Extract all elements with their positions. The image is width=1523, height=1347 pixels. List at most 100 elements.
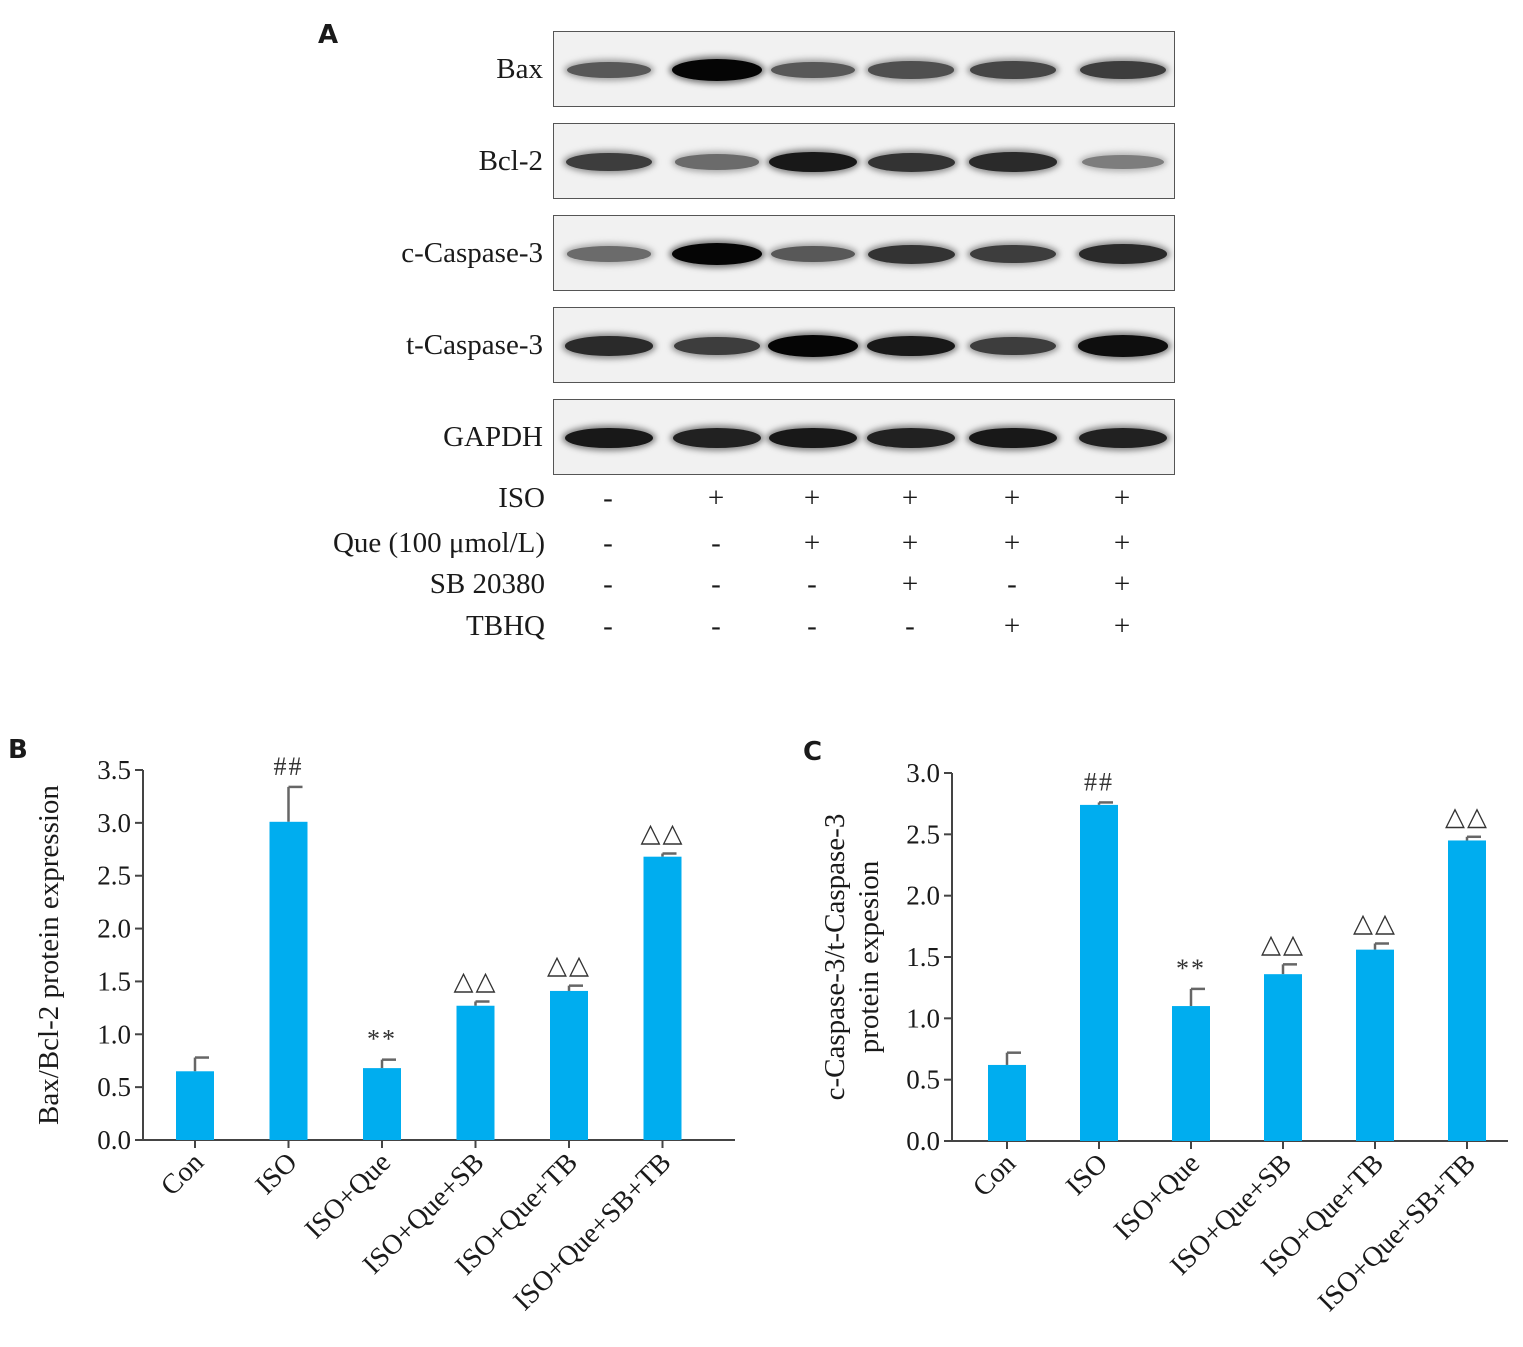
blot-band xyxy=(770,61,856,79)
x-tick-label: ISO+Que+SB+TB xyxy=(1312,1148,1482,1318)
blot-band xyxy=(565,336,653,356)
significance-label: ## xyxy=(274,752,304,781)
y-axis-label: c-Caspase-3/t-Caspase-3 xyxy=(819,814,851,1101)
bar xyxy=(988,1064,1026,1141)
blot-label: Bcl-2 xyxy=(478,145,543,177)
blot-strip xyxy=(553,399,1175,475)
x-tick-label: Con xyxy=(967,1148,1022,1203)
treatment-sign: + xyxy=(1113,568,1131,600)
treatment-label: ISO xyxy=(498,482,545,514)
significance-label: △△ xyxy=(1261,929,1305,958)
blot-band xyxy=(672,59,762,81)
panel-letter-b: B xyxy=(8,735,28,765)
blot-strip xyxy=(553,215,1175,291)
y-tick-label: 3.0 xyxy=(97,808,131,838)
y-tick-label: 2.5 xyxy=(906,819,940,849)
y-tick-label: 1.5 xyxy=(906,942,940,972)
blot-band xyxy=(768,427,858,449)
treatment-sign: - xyxy=(603,610,613,642)
y-tick-label: 1.0 xyxy=(906,1003,940,1033)
treatment-sign: + xyxy=(1003,610,1021,642)
treatment-sign: - xyxy=(807,568,817,600)
significance-label: ** xyxy=(367,1025,397,1054)
blot-label: GAPDH xyxy=(443,421,543,453)
blot-band xyxy=(970,61,1056,79)
bar xyxy=(1356,949,1394,1141)
treatment-sign: + xyxy=(803,527,821,559)
treatment-sign: - xyxy=(711,610,721,642)
blot-band xyxy=(867,244,955,264)
blot-strip xyxy=(553,31,1175,107)
blot-band xyxy=(673,336,761,356)
blot-band xyxy=(968,427,1058,449)
y-tick-label: 0.0 xyxy=(97,1125,131,1155)
panel-letter-a: A xyxy=(318,20,339,50)
blot-band xyxy=(1079,244,1167,264)
treatment-label: Que (100 μmol/L) xyxy=(332,527,545,559)
blot-band xyxy=(565,152,653,172)
blot-band xyxy=(675,154,759,170)
bar xyxy=(643,856,682,1140)
bar xyxy=(1448,840,1486,1141)
blot-band xyxy=(969,152,1057,172)
blot-label: c-Caspase-3 xyxy=(401,237,543,269)
blot-band xyxy=(867,152,955,172)
y-tick-label: 1.5 xyxy=(97,966,131,996)
treatment-sign: + xyxy=(1113,482,1131,514)
significance-label: △△ xyxy=(1445,802,1489,831)
significance-label: △△ xyxy=(641,819,685,848)
significance-label: ## xyxy=(1084,767,1114,796)
x-tick-label: ISO+Que xyxy=(299,1147,397,1245)
panel-letter-c: C xyxy=(803,737,823,767)
bar xyxy=(363,1068,401,1140)
treatment-sign: - xyxy=(711,568,721,600)
bar xyxy=(550,990,588,1140)
x-tick-label: ISO+Que+SB+TB xyxy=(508,1147,678,1317)
bar xyxy=(176,1071,214,1140)
y-tick-label: 0.5 xyxy=(97,1072,131,1102)
x-tick-label: ISO xyxy=(1060,1148,1114,1202)
treatment-sign: + xyxy=(1003,527,1021,559)
y-axis-label: protein expesion xyxy=(853,860,885,1053)
blot-band xyxy=(1081,154,1165,170)
y-axis-label: Bax/Bcl-2 protein expression xyxy=(33,785,65,1125)
blot-band xyxy=(1078,335,1168,357)
treatment-sign: - xyxy=(711,527,721,559)
bar-chart-caspase3: 0.0 0.5 1.0 1.5 2.0 2.5 3.0 Con ## ISO ** ISO+Que △△… xyxy=(819,758,1508,1318)
treatment-sign: + xyxy=(1113,610,1131,642)
blot-band xyxy=(969,244,1057,264)
treatment-sign: + xyxy=(803,482,821,514)
bar xyxy=(456,1005,495,1140)
bar-chart-bax-bcl2: 0.0 0.5 1.0 1.5 2.0 2.5 3.0 3.5 Con ## ISO ** ISO+Qu… xyxy=(33,752,735,1317)
blot-band xyxy=(866,427,956,449)
y-tick-label: 2.0 xyxy=(97,914,131,944)
y-tick-label: 2.5 xyxy=(97,861,131,891)
significance-label: ** xyxy=(1176,954,1206,983)
treatment-label: TBHQ xyxy=(466,610,545,642)
treatment-sign: + xyxy=(1113,527,1131,559)
blot-band xyxy=(1078,427,1168,449)
blot-band xyxy=(672,427,762,449)
y-tick-label: 3.0 xyxy=(906,758,940,788)
blot-band xyxy=(672,243,762,265)
blot-band xyxy=(564,427,654,449)
blot-label: t-Caspase-3 xyxy=(406,329,543,361)
treatment-sign: - xyxy=(603,482,613,514)
bar xyxy=(1172,1006,1210,1141)
y-tick-label: 0.0 xyxy=(906,1126,940,1156)
treatment-label: SB 20380 xyxy=(429,568,545,600)
blot-band xyxy=(868,61,954,79)
treatment-sign: - xyxy=(905,610,915,642)
significance-label: △△ xyxy=(547,951,591,980)
blot-band xyxy=(566,61,652,79)
blot-band xyxy=(768,335,858,357)
blot-band xyxy=(969,336,1057,356)
blot-band xyxy=(1079,60,1167,80)
x-tick-label: ISO xyxy=(250,1147,304,1201)
x-tick-label: ISO+Que xyxy=(1108,1148,1206,1246)
treatment-sign: - xyxy=(807,610,817,642)
treatment-sign: - xyxy=(603,568,613,600)
y-tick-label: 2.0 xyxy=(906,881,940,911)
blot-strip xyxy=(553,307,1175,383)
x-tick-label: Con xyxy=(155,1147,210,1202)
